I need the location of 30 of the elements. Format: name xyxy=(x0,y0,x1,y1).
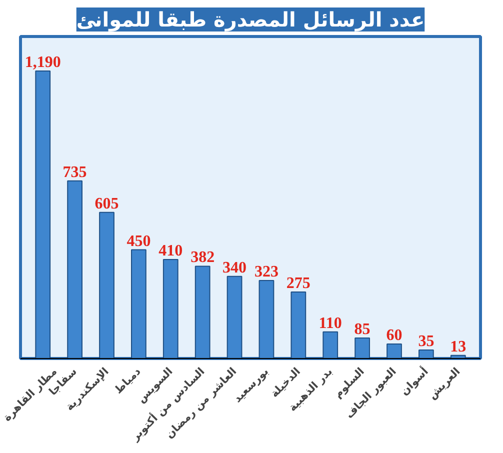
data-label: 450 xyxy=(126,232,151,250)
bar xyxy=(290,292,306,358)
bar xyxy=(131,249,146,358)
bar xyxy=(226,276,242,358)
data-label: 13 xyxy=(450,338,466,356)
x-tick-label: أسوان xyxy=(397,364,431,398)
bar xyxy=(258,280,274,358)
data-label: 735 xyxy=(62,164,87,181)
bar xyxy=(386,344,402,358)
data-label: 410 xyxy=(158,242,183,260)
data-label: 35 xyxy=(418,333,434,350)
data-label: 275 xyxy=(286,275,310,292)
chart-title: عدد الرسائل المصدرة طبقا للموانئ xyxy=(76,8,425,32)
bar xyxy=(322,331,338,358)
bar xyxy=(194,266,210,358)
bar xyxy=(418,350,434,358)
bar xyxy=(99,212,114,358)
bar xyxy=(354,337,370,358)
bar xyxy=(162,258,178,358)
bar xyxy=(67,180,82,358)
data-label: 340 xyxy=(222,259,247,276)
bar xyxy=(35,70,51,358)
x-tick-label: دمياط xyxy=(112,364,144,396)
data-label: 110 xyxy=(318,314,342,332)
data-label: 323 xyxy=(254,263,278,280)
data-label: 60 xyxy=(386,327,402,344)
data-label: 1,190 xyxy=(24,54,61,71)
data-label: 605 xyxy=(94,195,119,212)
data-label: 85 xyxy=(354,320,370,338)
data-label: 382 xyxy=(190,249,215,266)
